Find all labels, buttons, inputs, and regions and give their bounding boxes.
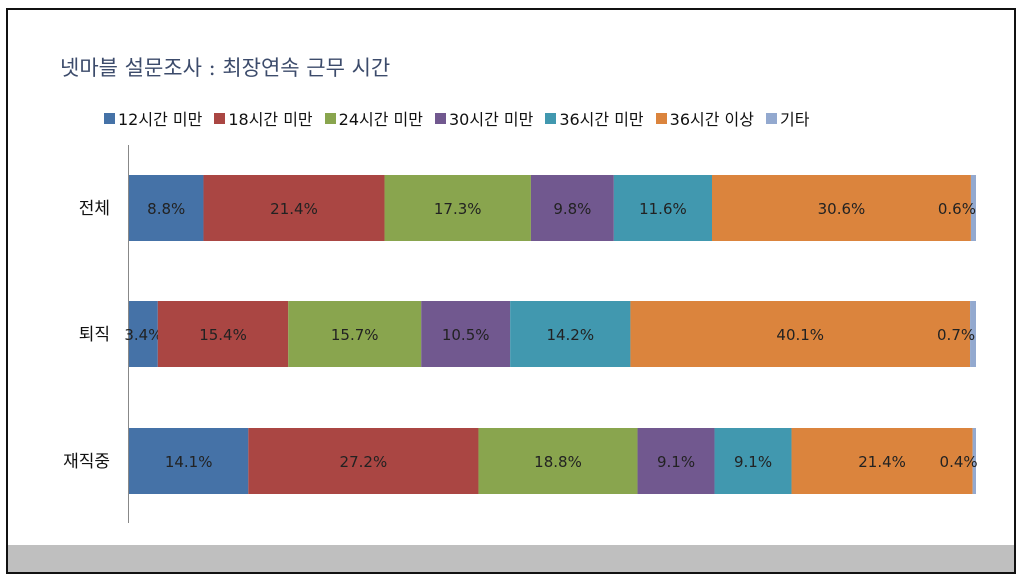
bar-segment (972, 428, 976, 494)
legend-item: 24시간 미만 (324, 106, 423, 130)
bar-segment (791, 428, 973, 494)
data-label: 0.4% (940, 453, 978, 471)
bar-segment (129, 301, 158, 367)
legend-swatch (545, 112, 557, 124)
category-label: 퇴직 (79, 325, 110, 345)
bar-segment (970, 301, 976, 367)
legend-item: 36시간 미만 (545, 106, 644, 130)
footer-band (6, 545, 1016, 574)
legend: 12시간 미만 18시간 미만 24시간 미만 30시간 미만 36시간 미만 36시간 … (104, 106, 809, 130)
data-label: 9.1% (657, 453, 695, 471)
legend-item: 기타 (765, 106, 810, 130)
legend-item: 30시간 미만 (434, 106, 534, 130)
data-label: 0.7% (937, 326, 975, 344)
data-label: 15.4% (199, 326, 247, 344)
legend-label: 12시간 미만 (118, 110, 203, 129)
legend-label: 30시간 미만 (448, 110, 534, 129)
bar-segment (478, 428, 638, 494)
data-label: 8.8% (147, 200, 185, 218)
legend-label: 기타 (779, 110, 810, 129)
legend-swatch (214, 112, 226, 124)
legend-swatch (655, 112, 667, 124)
legend-swatch (104, 112, 115, 124)
legend-item: 36시간 이상 (655, 106, 754, 130)
category-label: 전체 (79, 199, 110, 219)
bar-segment (970, 175, 976, 241)
data-label: 21.4% (858, 453, 906, 471)
data-label: 40.1% (776, 326, 824, 344)
data-label: 3.4% (124, 326, 162, 344)
bar-segment (510, 301, 631, 367)
data-label: 9.1% (734, 453, 772, 471)
data-label: 10.5% (442, 326, 490, 344)
bar-segment (203, 175, 385, 241)
bar-segment (630, 301, 971, 367)
legend-label: 18시간 미만 (228, 110, 313, 129)
bar-segment (129, 428, 249, 494)
bar-segment (129, 175, 204, 241)
legend-item: 18시간 미만 (214, 106, 313, 130)
data-label: 30.6% (818, 200, 866, 218)
data-label: 15.7% (331, 326, 379, 344)
bar-segment (530, 175, 614, 241)
data-label: 0.6% (938, 200, 976, 218)
legend-swatch (324, 112, 336, 124)
bar-segment (637, 428, 715, 494)
legend-label: 36시간 이상 (669, 110, 754, 129)
data-label: 14.1% (165, 453, 213, 471)
bar-segment (613, 175, 712, 241)
data-label: 17.3% (434, 200, 482, 218)
data-label: 14.2% (546, 326, 594, 344)
data-label: 27.2% (340, 453, 388, 471)
data-label: 9.8% (553, 200, 591, 218)
legend-label: 36시간 미만 (559, 110, 644, 129)
data-label: 21.4% (270, 200, 318, 218)
legend-swatch (765, 112, 777, 124)
data-label: 18.8% (534, 453, 582, 471)
bar-segment (712, 175, 971, 241)
category-label: 재직중 (63, 452, 110, 472)
bar-segment (421, 301, 511, 367)
data-label: 11.6% (639, 200, 687, 218)
legend-item: 12시간 미만 (104, 106, 202, 130)
bar-segment (714, 428, 792, 494)
bar-segment (157, 301, 289, 367)
bar-segment (384, 175, 531, 241)
bar-segment (248, 428, 479, 494)
chart-title: 넷마블 설문조사 : 최장연속 근무 시간 (60, 56, 391, 80)
legend-swatch (434, 112, 446, 124)
legend-label: 24시간 미만 (338, 110, 423, 129)
bar-segment (288, 301, 422, 367)
